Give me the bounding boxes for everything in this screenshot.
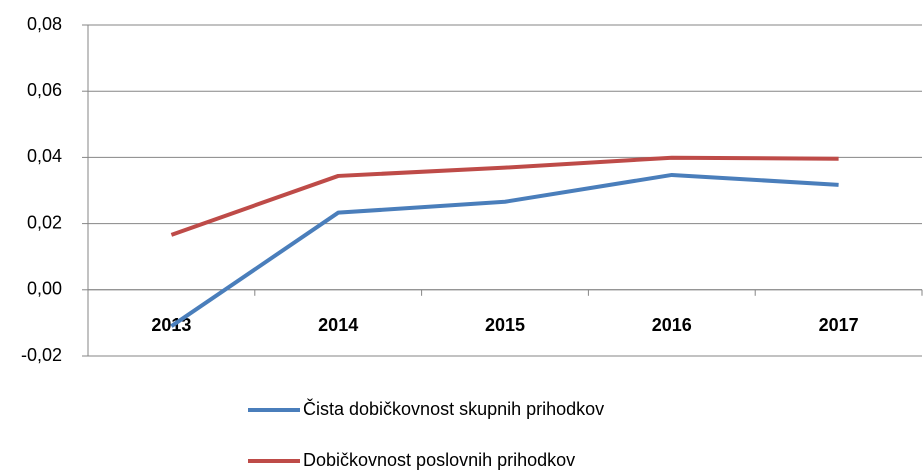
series-line [170,155,839,237]
series-line [170,172,839,328]
legend-label: Dobičkovnost poslovnih prihodkov [303,450,575,470]
x-tick-label: 2017 [819,315,859,335]
x-tick-label: 2015 [485,315,525,335]
x-tick-label: 2014 [318,315,358,335]
y-tick-label: 0,00 [27,279,62,299]
legend-label: Čista dobičkovnost skupnih prihodkov [303,398,604,419]
y-tick-label: 0,04 [27,146,62,166]
y-tick-label: -0,02 [21,345,62,365]
y-tick-label: 0,02 [27,212,62,232]
x-tick-label: 2016 [652,315,692,335]
y-tick-label: 0,06 [27,80,62,100]
y-tick-label: 0,08 [27,14,62,34]
